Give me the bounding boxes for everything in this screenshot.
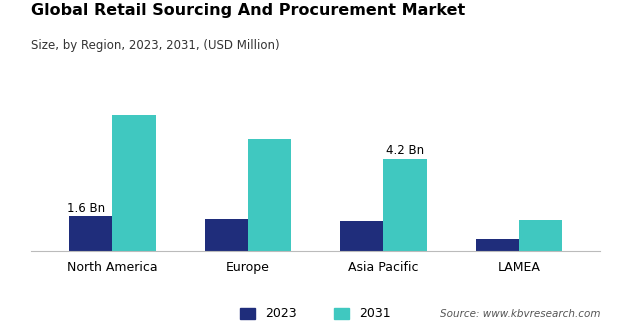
Bar — [204, 219, 248, 251]
Text: 4.2 Bn: 4.2 Bn — [386, 144, 424, 157]
Bar — [475, 239, 519, 251]
Text: Global Retail Sourcing And Procurement Market: Global Retail Sourcing And Procurement M… — [31, 3, 465, 18]
Bar — [112, 115, 156, 251]
Bar — [384, 159, 427, 251]
Text: Size, by Region, 2023, 2031, (USD Million): Size, by Region, 2023, 2031, (USD Millio… — [31, 39, 280, 52]
Text: 1.6 Bn: 1.6 Bn — [67, 202, 105, 215]
Bar — [69, 216, 112, 251]
Bar — [519, 220, 563, 251]
Text: Source: www.kbvresearch.com: Source: www.kbvresearch.com — [440, 309, 600, 319]
Legend: 2023, 2031: 2023, 2031 — [235, 302, 396, 322]
Bar — [248, 139, 292, 251]
Bar — [340, 222, 384, 251]
